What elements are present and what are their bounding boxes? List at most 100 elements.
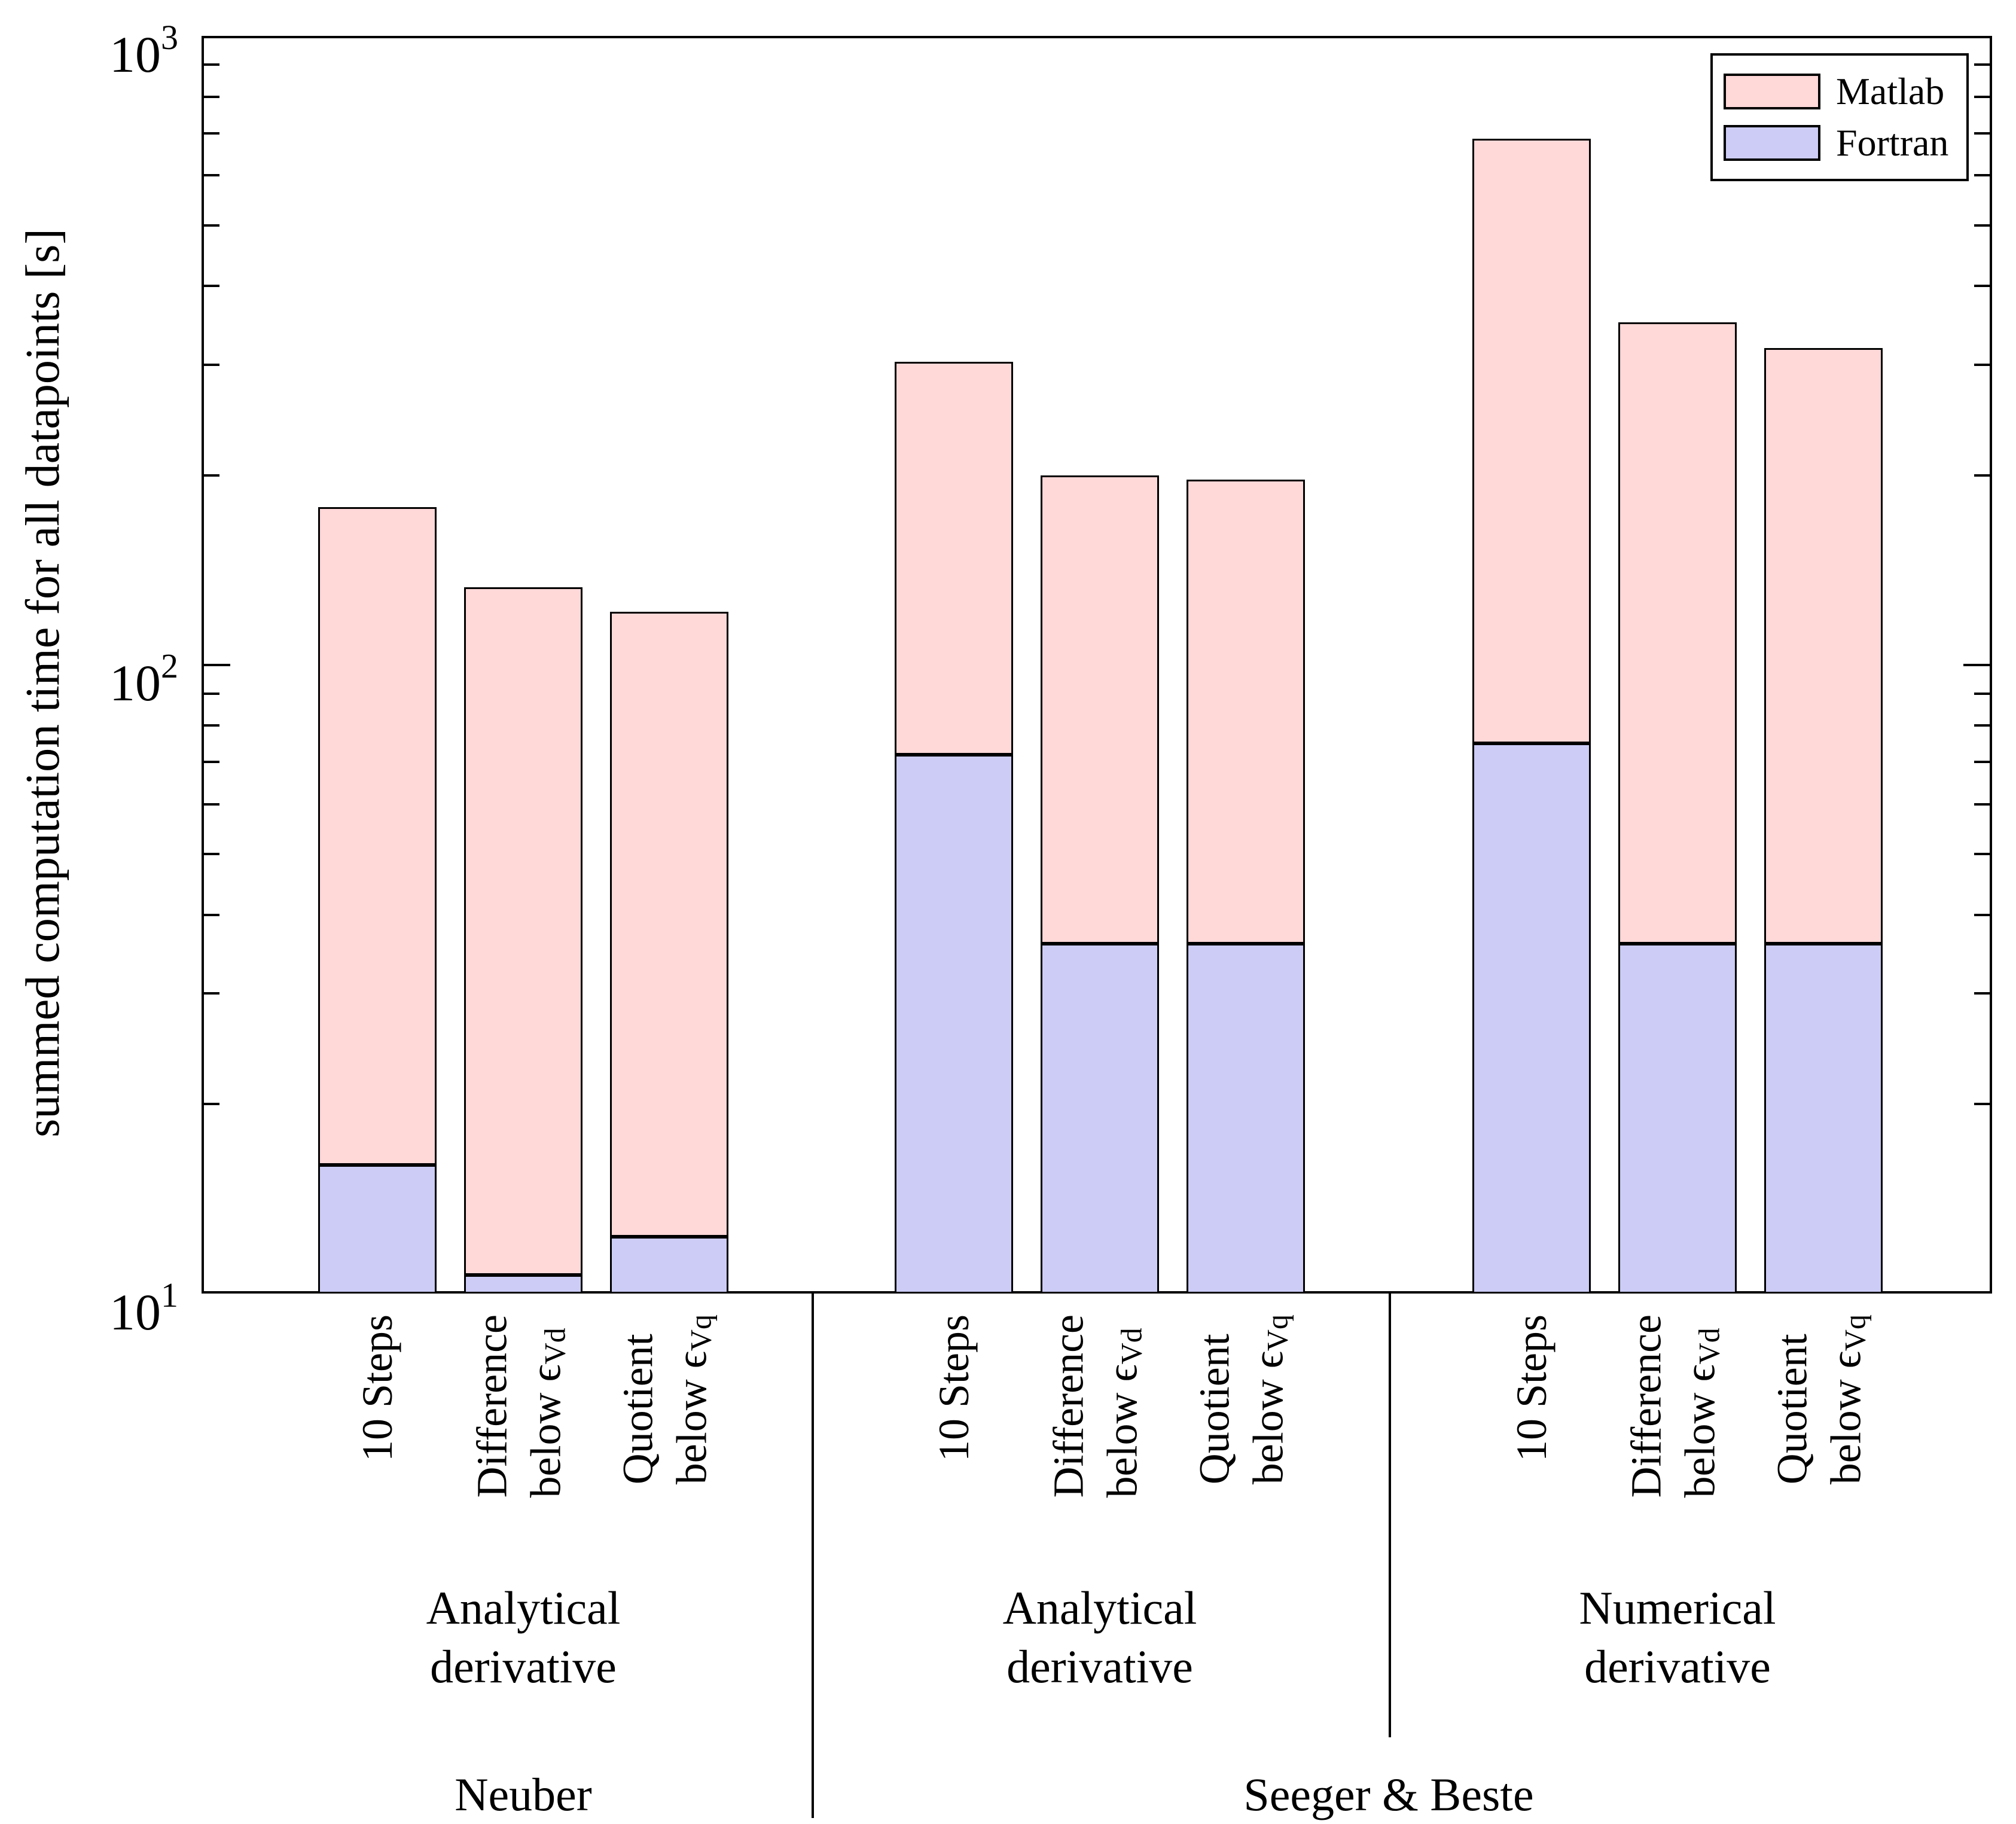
bar-tick-line: below ϵVq <box>667 1314 718 1485</box>
y-minor-tick <box>204 63 219 66</box>
bar-segment-matlab <box>318 507 437 1166</box>
bar-tick-label: Quotient below ϵVq <box>611 1314 727 1484</box>
group-label-line: Analytical <box>1002 1582 1197 1634</box>
bar-segment-fortran <box>1764 944 1883 1294</box>
group-label-line: derivative <box>1007 1640 1193 1692</box>
y-minor-tick <box>204 363 219 366</box>
group-label-line: derivative <box>430 1640 617 1692</box>
y-tick-label-1000: 103 <box>109 18 178 83</box>
epsilon-subscript: Vd <box>1692 1328 1726 1365</box>
y-minor-tick <box>204 761 219 764</box>
bar-segment-fortran <box>895 754 1013 1294</box>
y-minor-tick <box>1974 1103 1990 1106</box>
legend-item-fortran: Fortran <box>1724 124 1956 162</box>
bar-tick-line: below ϵVq <box>1822 1314 1872 1485</box>
bar-segment-fortran <box>1187 944 1305 1294</box>
y-minor-tick <box>1974 63 1990 66</box>
group-label-line: derivative <box>1584 1640 1771 1692</box>
epsilon-subscript: Vd <box>1114 1328 1148 1365</box>
bar-tick-line: below ϵVd <box>1676 1328 1726 1498</box>
bar-tick-line: Difference <box>1044 1314 1093 1498</box>
group-separator-line <box>1389 1294 1391 1737</box>
bar-tick-line: Difference <box>468 1314 516 1498</box>
group-derivative-label: Analytical derivative <box>426 1579 621 1696</box>
y-minor-tick <box>204 913 219 916</box>
y-minor-tick <box>204 132 219 135</box>
y-minor-tick <box>204 285 219 288</box>
y-minor-tick <box>204 224 219 227</box>
bar-tick-label: 10 Steps <box>1505 1314 1558 1462</box>
y-major-tick <box>1963 663 1990 666</box>
y-minor-tick <box>1974 95 1990 98</box>
y-minor-tick <box>1974 992 1990 995</box>
bar-segment-matlab <box>1764 347 1883 944</box>
y-minor-tick <box>204 724 219 727</box>
group-label-line: Numerical <box>1579 1582 1776 1634</box>
bar-tick-line: 10 Steps <box>1508 1314 1556 1462</box>
bar-segment-matlab <box>1618 322 1737 944</box>
y-minor-tick <box>1974 761 1990 764</box>
bar-segment-fortran <box>610 1237 728 1294</box>
legend-item-matlab: Matlab <box>1724 72 1956 111</box>
bar-tick-line: below ϵVq <box>1244 1314 1294 1485</box>
bar-segment-fortran <box>1041 944 1159 1294</box>
y-minor-tick <box>1974 363 1990 366</box>
bar-segment-matlab <box>895 362 1013 755</box>
y-minor-tick <box>1974 913 1990 916</box>
bar-tick-label: 10 Steps <box>350 1314 404 1462</box>
y-minor-tick <box>204 95 219 98</box>
bar-tick-line: 10 Steps <box>353 1314 401 1462</box>
bar-tick-line: Difference <box>1622 1314 1670 1498</box>
bar-tick-line: Quotient <box>1190 1334 1239 1485</box>
epsilon-subscript: Vq <box>1260 1314 1294 1352</box>
y-minor-tick <box>1974 474 1990 477</box>
bar-segment-fortran <box>1618 944 1737 1294</box>
bar-segment-matlab <box>464 587 582 1276</box>
bar-tick-line: 10 Steps <box>930 1314 978 1462</box>
legend-label-fortran: Fortran <box>1836 121 1949 164</box>
y-major-tick <box>204 663 230 666</box>
epsilon-subscript: Vd <box>538 1328 572 1365</box>
y-minor-tick <box>204 474 219 477</box>
y-minor-tick <box>204 1103 219 1106</box>
bar-tick-label: Difference below ϵVd <box>1619 1314 1736 1497</box>
y-minor-tick <box>204 692 219 695</box>
y-minor-tick <box>204 803 219 806</box>
bar-tick-label: Difference below ϵVd <box>1041 1314 1158 1497</box>
bar-segment-matlab <box>1472 139 1591 743</box>
bar-tick-line: Quotient <box>614 1334 662 1485</box>
legend: Matlab Fortran <box>1710 53 1969 181</box>
epsilon-subscript: Vq <box>684 1314 718 1352</box>
matlab-swatch-icon <box>1724 74 1820 109</box>
y-minor-tick <box>1974 224 1990 227</box>
y-tick-label-10: 101 <box>109 1276 178 1341</box>
method-label: Seeger & Beste <box>1243 1768 1534 1820</box>
group-derivative-label: Numerical derivative <box>1579 1579 1776 1696</box>
y-minor-tick <box>204 174 219 177</box>
fortran-swatch-icon <box>1724 125 1820 161</box>
bar-segment-fortran <box>1472 743 1591 1294</box>
y-minor-tick <box>204 992 219 995</box>
y-minor-tick <box>1974 132 1990 135</box>
legend-label-matlab: Matlab <box>1836 70 1945 112</box>
method-label: Neuber <box>455 1768 592 1820</box>
bar-segment-fortran <box>318 1165 437 1294</box>
bar-tick-line: below ϵVd <box>1098 1328 1148 1498</box>
bar-tick-label: Difference below ϵVd <box>465 1314 581 1497</box>
epsilon-subscript: Vq <box>1838 1314 1872 1352</box>
bar-segment-matlab <box>1187 479 1305 944</box>
bar-tick-label: Quotient below ϵVq <box>1187 1314 1304 1484</box>
y-minor-tick <box>1974 803 1990 806</box>
y-minor-tick <box>204 853 219 856</box>
bar-segment-fortran <box>464 1275 582 1294</box>
bar-tick-label: 10 Steps <box>927 1314 981 1462</box>
bar-segment-matlab <box>610 612 728 1237</box>
bar-tick-line: Quotient <box>1768 1334 1816 1485</box>
y-minor-tick <box>1974 174 1990 177</box>
group-derivative-label: Analytical derivative <box>1003 1579 1197 1696</box>
group-separator-line <box>812 1294 814 1818</box>
y-minor-tick <box>1974 285 1990 288</box>
y-minor-tick <box>1974 692 1990 695</box>
bar-segment-matlab <box>1041 475 1159 944</box>
